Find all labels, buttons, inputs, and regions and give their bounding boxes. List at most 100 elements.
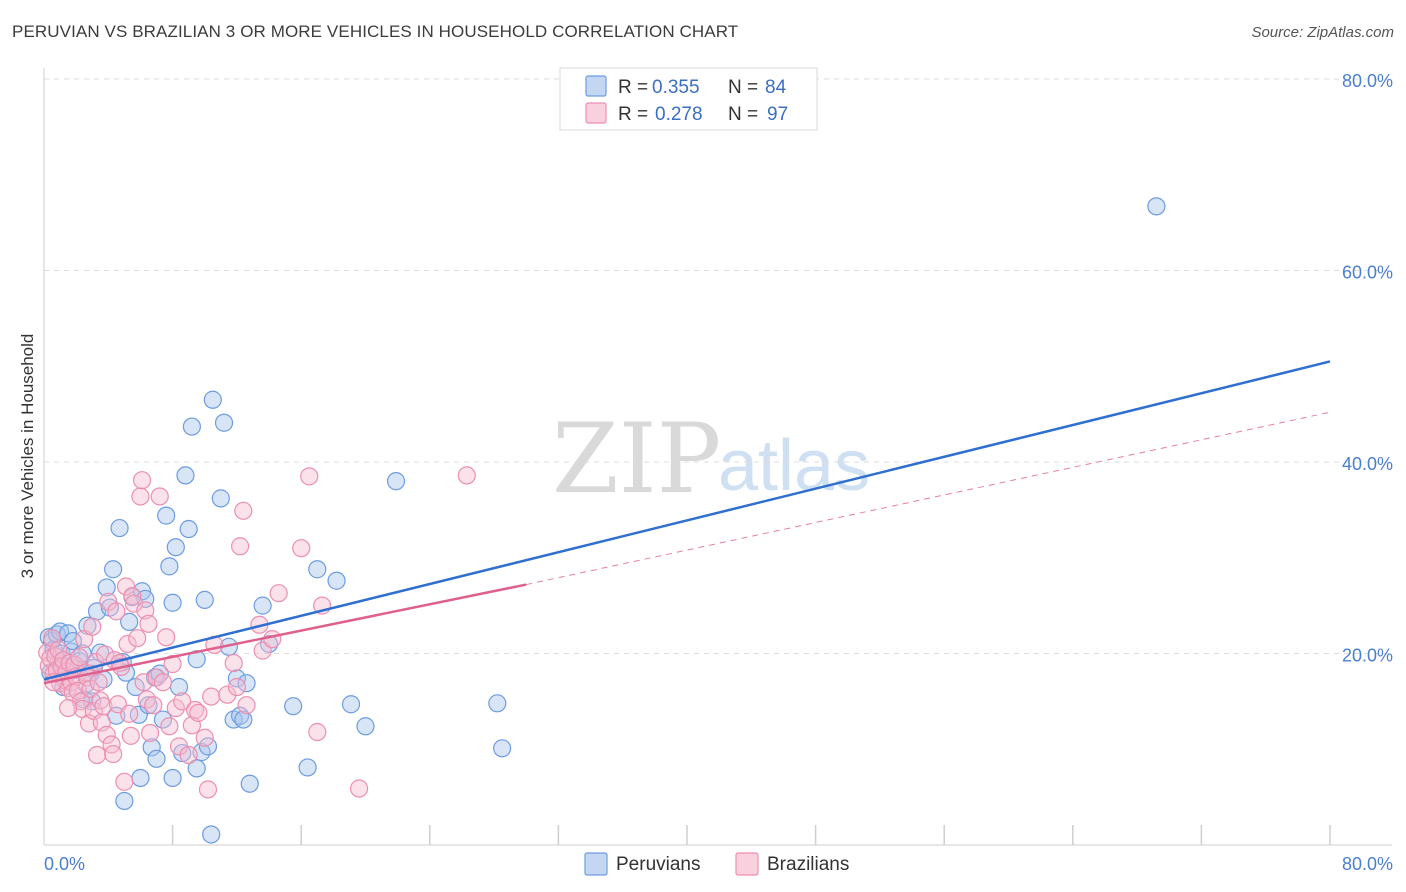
brazilian-point (224, 653, 243, 673)
legend-r-value-brazilians: 0.278 (655, 104, 703, 125)
brazilian-point (140, 723, 160, 743)
legend-r-label: R = (618, 104, 648, 125)
brazilian-point (128, 629, 147, 648)
peruvian-point (163, 768, 182, 788)
peruvian-point (234, 710, 253, 729)
axes (43, 68, 1392, 846)
brazilian-point (121, 726, 140, 745)
series-peruvians (39, 197, 1166, 844)
peruvian-point (160, 557, 179, 576)
bottom-legend: Peruvians Brazilians (584, 852, 849, 876)
brazilian-point (120, 704, 139, 723)
brazilian-point (179, 745, 198, 765)
peruvian-point (488, 694, 507, 713)
brazilian-point (95, 645, 115, 664)
brazilian-point (131, 487, 150, 506)
x-tick-label: 0.0% (44, 854, 85, 874)
bottom-legend-swatch-brazilians (735, 852, 759, 876)
legend-r-value-peruvians: 0.355 (652, 77, 700, 98)
legend-n-label: N = (728, 77, 758, 98)
brazilian-point (166, 698, 185, 718)
peruvian-point (163, 593, 182, 612)
brazilian-point (227, 677, 246, 697)
peruvians-trend-line (43, 360, 1331, 681)
peruvian-point (179, 519, 198, 539)
peruvian-point (157, 506, 176, 525)
peruvian-point (131, 768, 150, 788)
peruvian-point (237, 674, 256, 693)
peruvian-point (386, 472, 406, 491)
brazilian-point (157, 628, 176, 647)
brazilian-point (94, 697, 113, 716)
brazilian-point (49, 640, 68, 659)
brazilian-point (124, 594, 144, 613)
brazilian-point (116, 577, 136, 596)
brazilian-point (202, 687, 221, 706)
brazilian-point (59, 698, 78, 718)
brazilian-point (136, 601, 155, 620)
brazilian-point (186, 700, 205, 720)
brazilian-point (123, 586, 142, 606)
brazilian-point (83, 617, 102, 636)
peruvian-point (104, 560, 123, 579)
series-brazilians (38, 466, 476, 799)
peruvian-point (308, 560, 327, 579)
peruvian-point (115, 791, 134, 811)
peruvian-point (214, 413, 234, 432)
brazilian-point (144, 696, 163, 715)
peruvian-point (187, 759, 206, 778)
peruvian-point (493, 739, 512, 758)
brazilian-point (89, 673, 108, 692)
brazilian-point (160, 717, 179, 736)
brazilian-point (195, 728, 214, 747)
brazilian-point (115, 772, 134, 791)
legend-n-label: N = (728, 104, 758, 125)
brazilian-point (118, 634, 137, 654)
brazilian-point (234, 501, 253, 520)
brazilians-trend-extension (526, 411, 1331, 586)
brazilian-point (132, 471, 152, 490)
peruvian-point (203, 390, 222, 409)
grid-lines (44, 78, 1392, 654)
peruvian-point (327, 571, 346, 590)
legend-swatch-peruvians (585, 75, 607, 97)
brazilian-point (87, 745, 107, 765)
peruvian-point (153, 710, 173, 729)
brazilian-point (263, 630, 282, 649)
bottom-legend-peruvians: Peruvians (616, 854, 701, 875)
peruvian-point (147, 749, 166, 768)
source-label: Source: ZipAtlas.com (1251, 24, 1394, 41)
brazilian-point (139, 614, 158, 633)
brazilian-point (292, 539, 311, 558)
brazilian-point (269, 584, 288, 603)
y-tick-label: 80.0% (1342, 71, 1393, 91)
y-tick-labels: 20.0% 40.0% 60.0% 80.0% (1342, 71, 1393, 666)
brazilian-point (91, 691, 110, 710)
brazilian-point (70, 648, 89, 667)
peruvian-point (142, 738, 161, 757)
brazilian-point (42, 629, 62, 648)
legend-swatch-brazilians (585, 102, 607, 124)
brazilian-point (308, 722, 327, 742)
brazilian-point (97, 725, 116, 744)
peruvian-point (202, 825, 221, 844)
brazilian-point (163, 654, 182, 674)
peruvian-point (129, 705, 148, 724)
x-tick-labels: 0.0% 80.0% (44, 854, 1393, 874)
brazilian-point (218, 685, 237, 704)
peruvian-point (298, 758, 317, 777)
brazilian-point (237, 696, 256, 715)
peruvian-point (120, 612, 139, 632)
bottom-legend-brazilians: Brazilians (767, 854, 849, 875)
peruvian-point (1147, 197, 1166, 216)
peruvian-point (253, 596, 272, 615)
bottom-legend-swatch-peruvians (584, 852, 608, 876)
brazilian-point (189, 703, 208, 722)
brazilian-point (104, 744, 123, 764)
brazilian-point (349, 779, 369, 798)
brazilian-point (150, 487, 169, 506)
peruvian-point (284, 697, 303, 716)
peruvian-point (97, 578, 116, 597)
brazilian-point (198, 780, 218, 799)
